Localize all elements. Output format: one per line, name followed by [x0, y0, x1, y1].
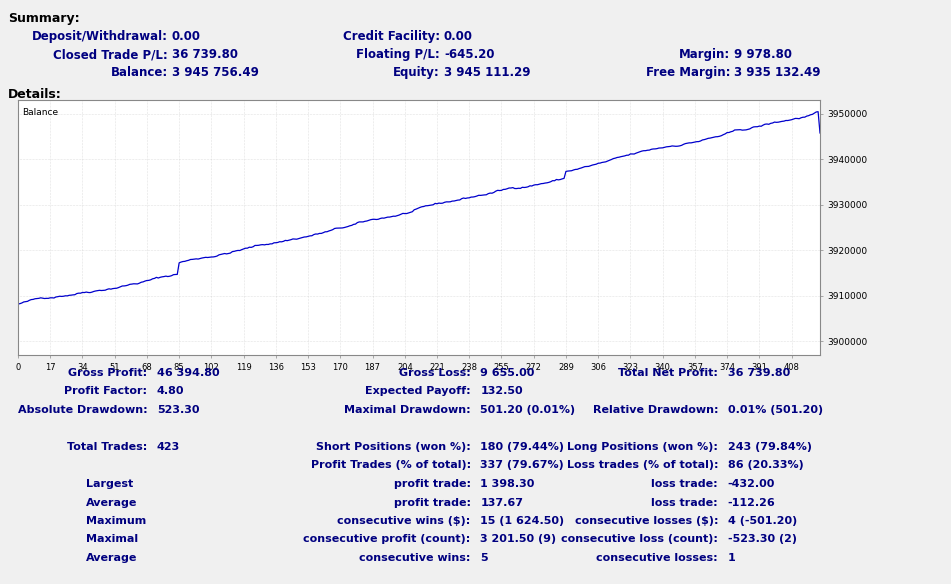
Text: Closed Trade P/L:: Closed Trade P/L:: [53, 48, 168, 61]
Text: 501.20 (0.01%): 501.20 (0.01%): [480, 405, 575, 415]
Text: Deposit/Withdrawal:: Deposit/Withdrawal:: [32, 30, 168, 43]
Text: Gross Profit:: Gross Profit:: [68, 368, 147, 378]
Text: Largest: Largest: [86, 479, 133, 489]
Text: Floating P/L:: Floating P/L:: [357, 48, 440, 61]
Text: 4 (-501.20): 4 (-501.20): [728, 516, 797, 526]
Text: -112.26: -112.26: [728, 498, 775, 507]
Text: Summary:: Summary:: [8, 12, 80, 25]
Text: 1 398.30: 1 398.30: [480, 479, 534, 489]
Text: 3 201.50 (9): 3 201.50 (9): [480, 534, 556, 544]
Text: Maximal: Maximal: [86, 534, 138, 544]
Text: -432.00: -432.00: [728, 479, 775, 489]
Text: 0.00: 0.00: [444, 30, 473, 43]
Text: 36 739.80: 36 739.80: [728, 368, 789, 378]
Text: Average: Average: [86, 498, 137, 507]
Text: 1: 1: [728, 553, 735, 563]
Text: Maximum: Maximum: [86, 516, 146, 526]
Text: 5: 5: [480, 553, 488, 563]
Text: profit trade:: profit trade:: [394, 479, 471, 489]
Text: 9 655.00: 9 655.00: [480, 368, 534, 378]
Text: Absolute Drawdown:: Absolute Drawdown:: [18, 405, 147, 415]
Text: profit trade:: profit trade:: [394, 498, 471, 507]
Text: 15 (1 624.50): 15 (1 624.50): [480, 516, 564, 526]
Text: Equity:: Equity:: [394, 66, 440, 79]
Text: Margin:: Margin:: [679, 48, 730, 61]
Text: Details:: Details:: [8, 88, 62, 101]
Text: Free Margin:: Free Margin:: [646, 66, 730, 79]
Text: 137.67: 137.67: [480, 498, 523, 507]
Text: 0.01% (501.20): 0.01% (501.20): [728, 405, 823, 415]
Text: 9 978.80: 9 978.80: [734, 48, 792, 61]
Text: Expected Payoff:: Expected Payoff:: [365, 387, 471, 397]
Text: Balance:: Balance:: [110, 66, 168, 79]
Text: 523.30: 523.30: [157, 405, 200, 415]
Text: 132.50: 132.50: [480, 387, 523, 397]
Text: consecutive losses ($):: consecutive losses ($):: [574, 516, 718, 526]
Text: -645.20: -645.20: [444, 48, 495, 61]
Text: consecutive losses:: consecutive losses:: [596, 553, 718, 563]
Text: -523.30 (2): -523.30 (2): [728, 534, 797, 544]
Text: loss trade:: loss trade:: [651, 498, 718, 507]
Text: 4.80: 4.80: [157, 387, 184, 397]
Text: Credit Facility:: Credit Facility:: [343, 30, 440, 43]
Text: 36 739.80: 36 739.80: [172, 48, 238, 61]
Text: 86 (20.33%): 86 (20.33%): [728, 461, 804, 471]
Text: Balance: Balance: [22, 107, 58, 117]
Text: Profit Factor:: Profit Factor:: [65, 387, 147, 397]
Text: 3 945 111.29: 3 945 111.29: [444, 66, 531, 79]
Text: 46 394.80: 46 394.80: [157, 368, 220, 378]
Text: Profit Trades (% of total):: Profit Trades (% of total):: [311, 461, 471, 471]
Text: 243 (79.84%): 243 (79.84%): [728, 442, 811, 452]
Text: consecutive wins:: consecutive wins:: [359, 553, 471, 563]
Text: 180 (79.44%): 180 (79.44%): [480, 442, 564, 452]
Text: consecutive wins ($):: consecutive wins ($):: [338, 516, 471, 526]
Text: 337 (79.67%): 337 (79.67%): [480, 461, 564, 471]
Text: 0.00: 0.00: [172, 30, 201, 43]
Text: 423: 423: [157, 442, 180, 452]
Text: Relative Drawdown:: Relative Drawdown:: [592, 405, 718, 415]
Text: loss trade:: loss trade:: [651, 479, 718, 489]
Text: Short Positions (won %):: Short Positions (won %):: [316, 442, 471, 452]
Text: consecutive profit (count):: consecutive profit (count):: [303, 534, 471, 544]
Text: Total Net Profit:: Total Net Profit:: [618, 368, 718, 378]
Text: Gross Loss:: Gross Loss:: [399, 368, 471, 378]
Text: Total Trades:: Total Trades:: [68, 442, 147, 452]
Text: Maximal Drawdown:: Maximal Drawdown:: [344, 405, 471, 415]
Text: 3 935 132.49: 3 935 132.49: [734, 66, 821, 79]
Text: Average: Average: [86, 553, 137, 563]
Text: consecutive loss (count):: consecutive loss (count):: [561, 534, 718, 544]
Text: Loss trades (% of total):: Loss trades (% of total):: [567, 461, 718, 471]
Text: 3 945 756.49: 3 945 756.49: [172, 66, 259, 79]
Text: Long Positions (won %):: Long Positions (won %):: [567, 442, 718, 452]
